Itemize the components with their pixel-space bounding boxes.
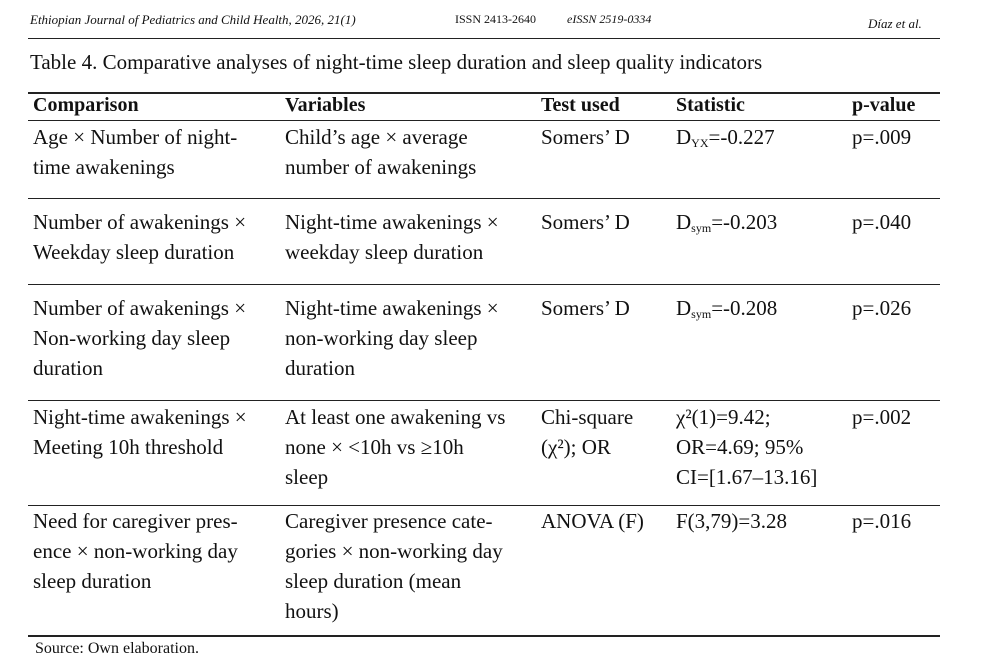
cell-line: CI=[1.67–13.16]	[676, 465, 818, 489]
cell: Somers’ D	[541, 207, 630, 237]
cell-line: gories × non-working day	[285, 539, 503, 563]
cell-line: At least one awakening vs	[285, 405, 506, 429]
cell-line: none × <10h vs ≥10h	[285, 435, 464, 459]
column-header: p-value	[852, 94, 916, 116]
row-rule	[28, 635, 940, 637]
stat-main: D	[676, 296, 692, 320]
cell: At least one awakening vs none × <10h vs …	[285, 402, 505, 492]
cell-line: Caregiver presence cate-	[285, 509, 493, 533]
row-rule	[28, 284, 940, 285]
cell-line: Need for caregiver pres-	[33, 509, 238, 533]
cell-line: OR=4.69; 95%	[676, 435, 804, 459]
cell-line: duration	[33, 356, 103, 380]
column-header: Test used	[541, 94, 620, 116]
cell: Child’s age × average number of awakening…	[285, 122, 476, 182]
eissn: eISSN 2519-0334	[567, 12, 652, 26]
source: Source: Own elaboration.	[35, 640, 199, 657]
cell-line: Dsym=-0.208	[676, 293, 777, 329]
caption: Table 4. Comparative analyses of night-t…	[30, 50, 763, 74]
cell: DYX=-0.227	[676, 122, 775, 158]
cell: Caregiver presence cate-gories × non-wor…	[285, 506, 503, 626]
cell-line: p=.009	[852, 125, 912, 149]
cell-line: p=.040	[852, 210, 912, 234]
cell: p=.016	[852, 506, 911, 536]
cell-line: Meeting 10h threshold	[33, 435, 224, 459]
cell-line: Number of awakenings ×	[33, 296, 247, 320]
cell-line: Somers’ D	[541, 210, 630, 234]
cell-line: F(3,79)=3.28	[676, 509, 788, 533]
cell-line: ANOVA (F)	[541, 509, 644, 533]
cell: p=.009	[852, 122, 911, 152]
cell-line: Somers’ D	[541, 125, 630, 149]
cell-line: DYX=-0.227	[676, 122, 775, 158]
cell-line: Number of awakenings ×	[33, 210, 247, 234]
cell: ANOVA (F)	[541, 506, 644, 536]
cell: p=.026	[852, 293, 911, 323]
journal: Ethiopian Journal of Pediatrics and Chil…	[30, 12, 356, 27]
top-rule	[28, 92, 940, 94]
cell-line: Child’s age × average	[285, 125, 468, 149]
column-header: Variables	[285, 94, 366, 116]
cell-line: χ²(1)=9.42;	[676, 405, 771, 429]
cell-line: time awakenings	[33, 155, 175, 179]
stat-sub: sym	[691, 307, 712, 321]
row-rule	[28, 400, 940, 401]
cell-line: Night-time awakenings ×	[285, 210, 499, 234]
row-rule	[28, 198, 940, 199]
cell: Dsym=-0.208	[676, 293, 777, 329]
cell: Somers’ D	[541, 122, 630, 152]
cell-line: Night-time awakenings ×	[33, 405, 247, 429]
cell-line: Non-working day sleep	[33, 326, 231, 350]
column-header: Comparison	[33, 94, 139, 116]
cell: Number of awakenings × Weekday sleep dura…	[33, 207, 246, 267]
stat-main: D	[676, 210, 692, 234]
cell-line: Chi-square	[541, 405, 634, 429]
cell-line: p=.026	[852, 296, 912, 320]
cell-line: p=.016	[852, 509, 912, 533]
cell-line: sleep	[285, 465, 329, 489]
cell-line: ence × non-working day	[33, 539, 238, 563]
cell-line: hours)	[285, 599, 339, 623]
cell: Age × Number of night-time awakenings	[33, 122, 237, 182]
stat-main: D	[676, 125, 692, 149]
cell: Night-time awakenings × non-working day s…	[285, 293, 499, 383]
cell: p=.002	[852, 402, 911, 432]
row-rule	[28, 505, 940, 506]
cell: Dsym=-0.203	[676, 207, 777, 243]
cell: χ²(1)=9.42; OR=4.69; 95% CI=[1.67–13.16]	[676, 402, 817, 492]
cell-line: (χ²); OR	[541, 435, 611, 459]
column-header: Statistic	[676, 94, 745, 116]
stat-rest: =-0.203	[711, 210, 778, 234]
cell-line: Age × Number of night-	[33, 125, 238, 149]
authors: Díaz et al.	[868, 16, 922, 31]
cell-line: Weekday sleep duration	[33, 240, 235, 264]
header-underline	[28, 120, 940, 121]
stat-rest: =-0.227	[708, 125, 775, 149]
cell: Somers’ D	[541, 293, 630, 323]
cell-line: number of awakenings	[285, 155, 477, 179]
cell-line: sleep duration	[33, 569, 152, 593]
cell: p=.040	[852, 207, 911, 237]
cell: Number of awakenings × Non-working day sl…	[33, 293, 246, 383]
cell: Need for caregiver pres-ence × non-worki…	[33, 506, 238, 596]
cell-line: duration	[285, 356, 355, 380]
cell-line: Night-time awakenings ×	[285, 296, 499, 320]
stat-rest: =-0.208	[711, 296, 778, 320]
cell: Night-time awakenings × weekday sleep dur…	[285, 207, 499, 267]
cell: Chi-square (χ²); OR	[541, 402, 633, 462]
cell: F(3,79)=3.28	[676, 506, 787, 536]
cell-line: Dsym=-0.203	[676, 207, 777, 243]
stat-sub: sym	[691, 221, 712, 235]
stat-sub: YX	[691, 136, 709, 150]
cell-line: sleep duration (mean	[285, 569, 462, 593]
cell-line: weekday sleep duration	[285, 240, 484, 264]
header-rule	[28, 38, 940, 39]
issn: ISSN 2413-2640	[455, 12, 537, 26]
cell-line: non-working day sleep	[285, 326, 478, 350]
cell: Night-time awakenings × Meeting 10h thres…	[33, 402, 247, 462]
cell-line: p=.002	[852, 405, 912, 429]
cell-line: Somers’ D	[541, 296, 630, 320]
